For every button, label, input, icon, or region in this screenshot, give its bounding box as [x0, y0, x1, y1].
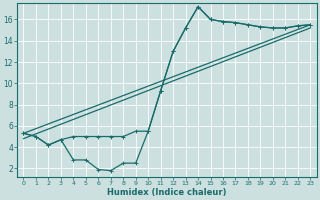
- X-axis label: Humidex (Indice chaleur): Humidex (Indice chaleur): [107, 188, 227, 197]
